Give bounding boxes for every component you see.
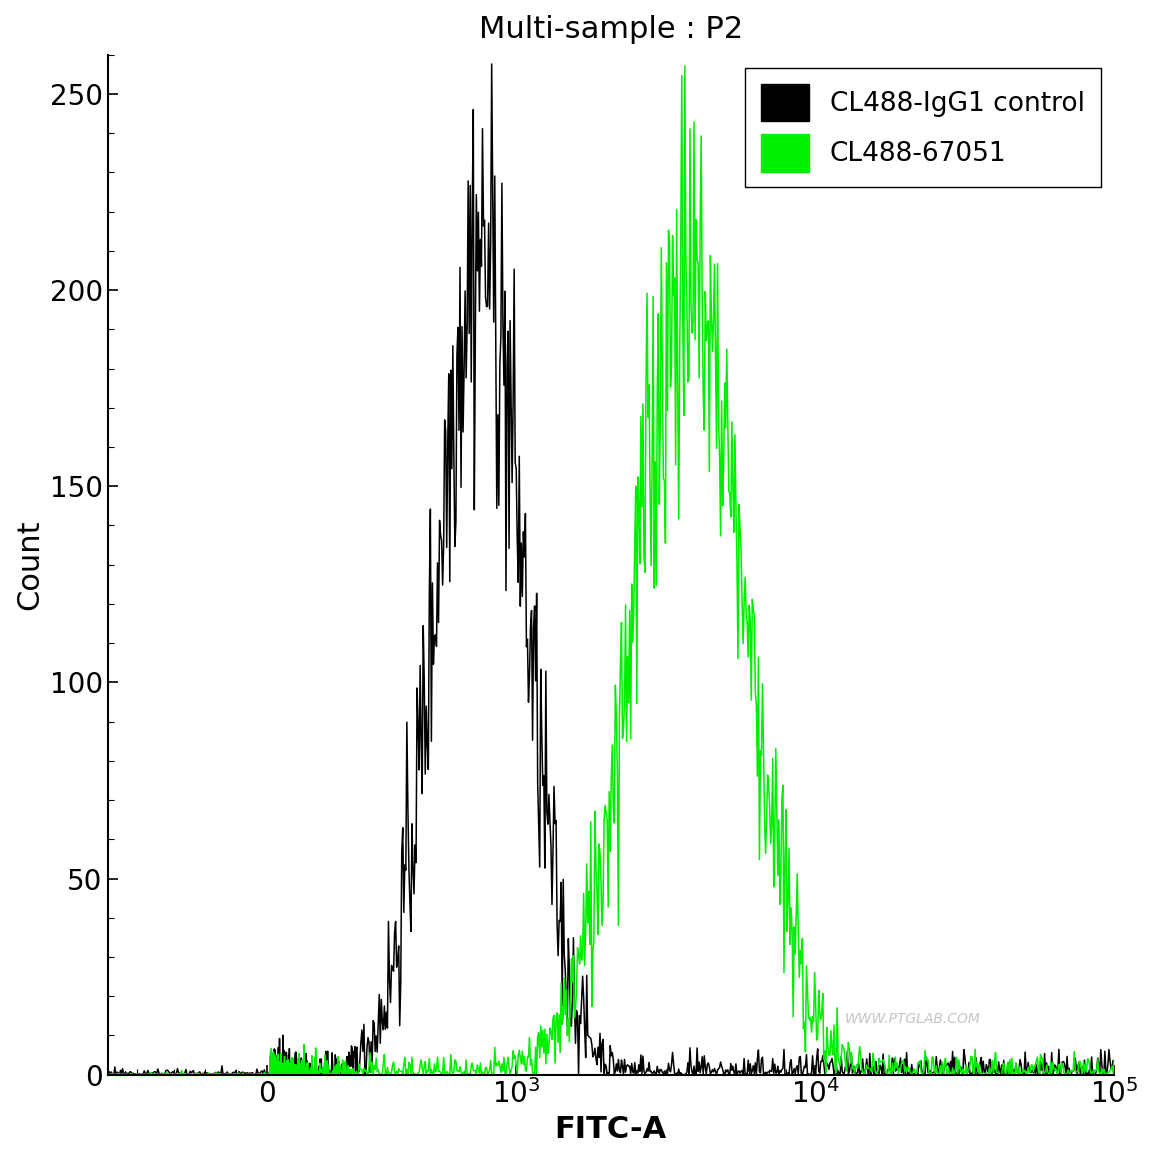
X-axis label: FITC-A: FITC-A xyxy=(555,1115,666,1144)
Legend: CL488-IgG1 control, CL488-67051: CL488-IgG1 control, CL488-67051 xyxy=(745,68,1101,188)
Y-axis label: Count: Count xyxy=(15,519,44,610)
Text: WWW.PTGLAB.COM: WWW.PTGLAB.COM xyxy=(845,1012,980,1026)
Title: Multi-sample : P2: Multi-sample : P2 xyxy=(478,15,743,44)
